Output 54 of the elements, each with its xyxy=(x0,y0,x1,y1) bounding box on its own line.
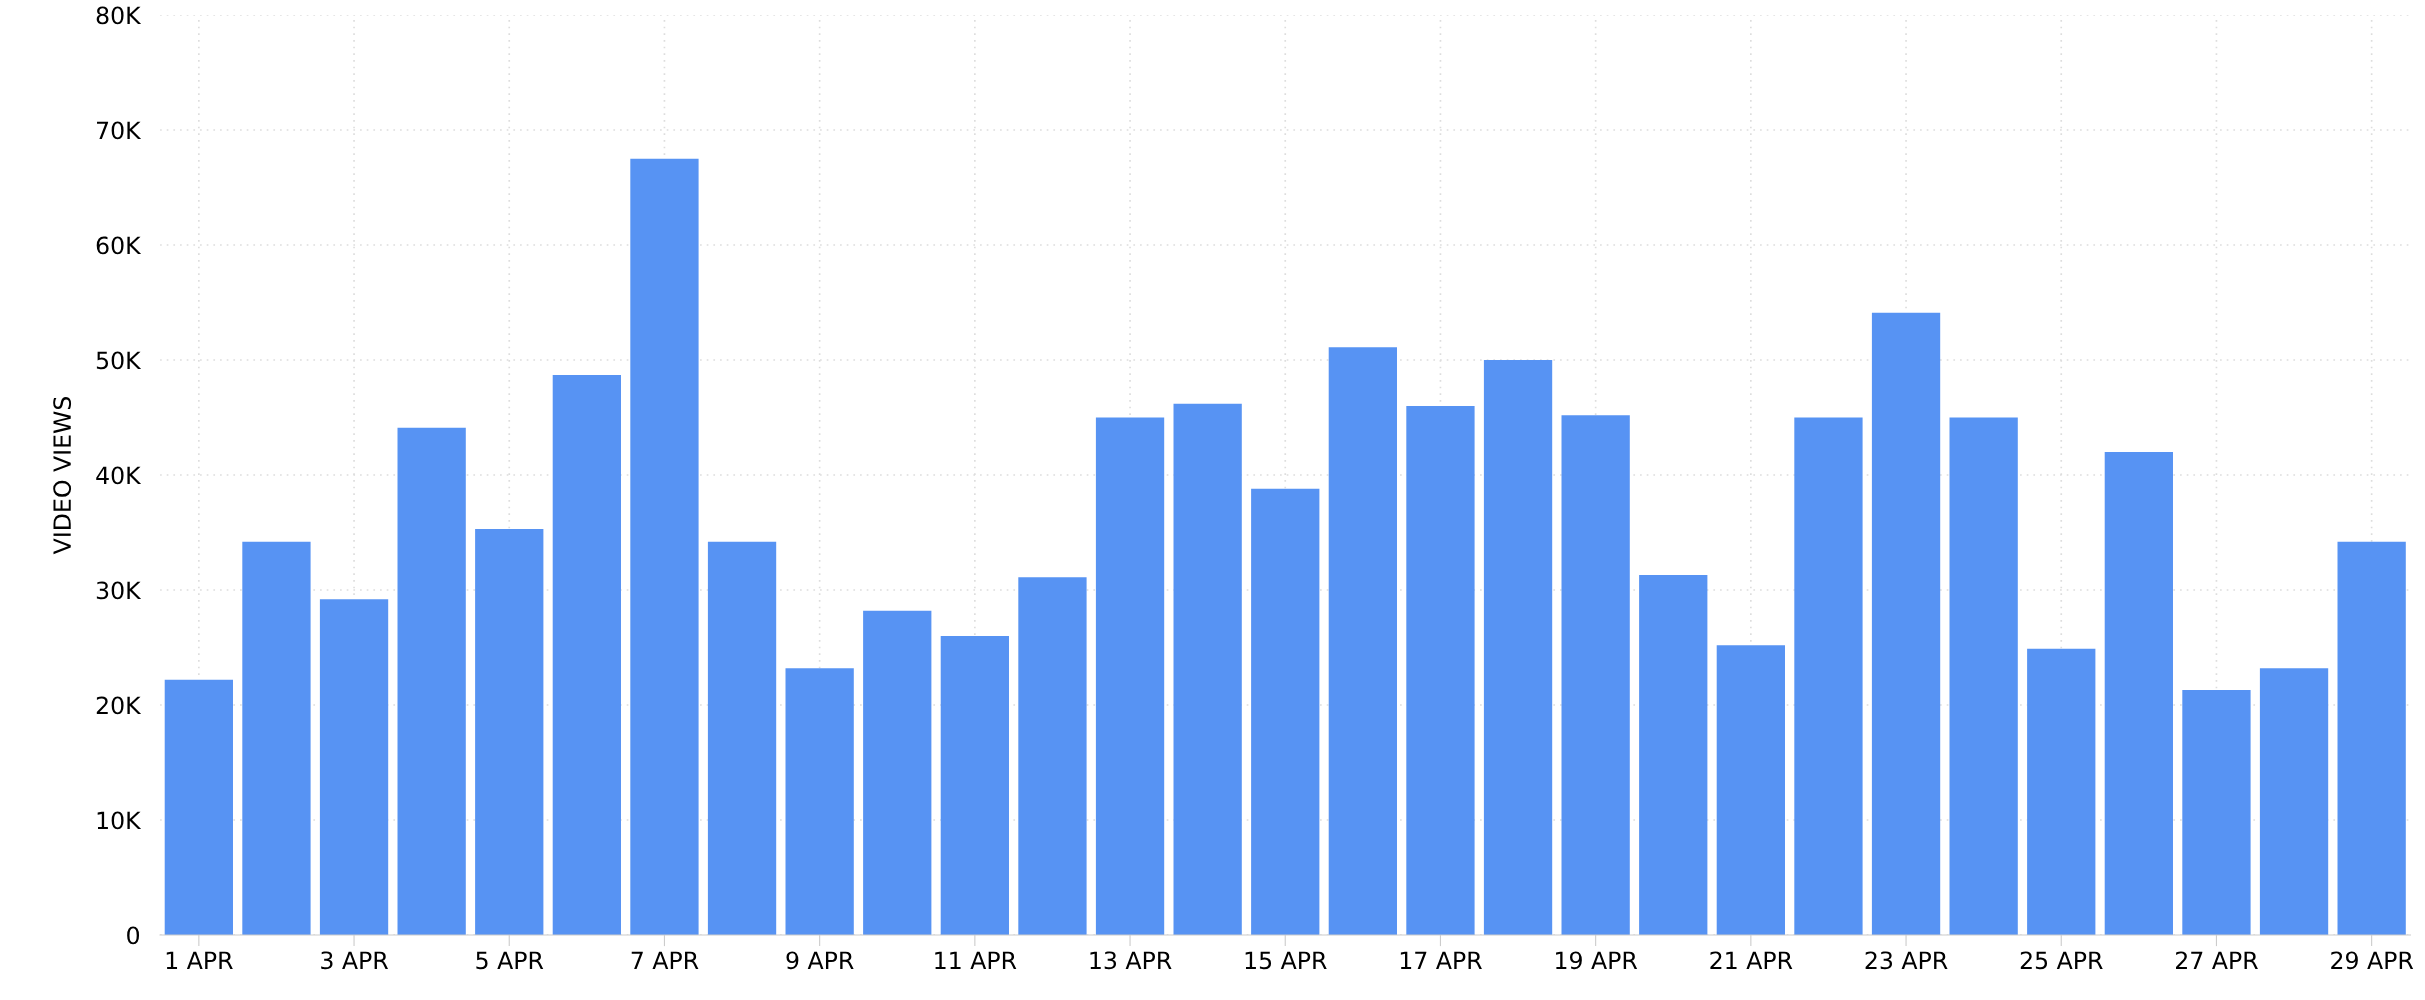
bar xyxy=(940,636,1009,935)
bar xyxy=(164,679,233,935)
x-tick-label: 21 APR xyxy=(1710,951,1793,969)
x-tick-label: 29 APR xyxy=(2331,951,2414,970)
bar xyxy=(1949,417,2018,935)
bar xyxy=(319,599,389,935)
bar xyxy=(2027,648,2096,935)
x-tick-label: 27 APR xyxy=(2176,951,2258,969)
y-tick-label: 50K xyxy=(96,351,142,370)
bar xyxy=(630,158,699,935)
bar xyxy=(1483,360,1553,935)
bar xyxy=(2259,668,2329,935)
bar xyxy=(552,374,621,935)
x-tick-label: 9 APR xyxy=(786,951,854,970)
bar xyxy=(1871,312,1941,935)
y-tick-label: 0 xyxy=(127,926,140,945)
bar xyxy=(1561,415,1630,935)
bar xyxy=(2182,690,2251,935)
y-tick-label: 20K xyxy=(96,696,142,715)
bar xyxy=(2104,452,2173,935)
bar xyxy=(1173,403,1242,935)
bar xyxy=(1328,347,1397,935)
y-tick-label: 10K xyxy=(97,811,142,830)
y-tick-label: 60K xyxy=(96,236,142,255)
x-tick-label: 13 APR xyxy=(1090,951,1172,970)
y-tick-label: 80K xyxy=(96,6,142,25)
x-tick-label: 15 APR xyxy=(1245,951,1327,970)
x-tick-label: 7 APR xyxy=(631,951,699,969)
x-tick-label: 5 APR xyxy=(476,951,544,970)
bar xyxy=(707,541,777,935)
bar xyxy=(863,610,932,935)
bar xyxy=(1794,417,1863,935)
bar xyxy=(1639,575,1708,935)
bar xyxy=(2337,541,2406,935)
y-tick-label: 40K xyxy=(96,466,142,485)
x-tick-label: 1 APR xyxy=(166,951,233,969)
x-tick-label: 25 APR xyxy=(2020,951,2103,970)
x-tick-label: 17 APR xyxy=(1400,951,1482,969)
bar xyxy=(1406,406,1475,935)
bar xyxy=(242,541,311,935)
y-tick-label: 30K xyxy=(96,581,142,600)
x-tick-label: 3 APR xyxy=(321,951,389,970)
bar xyxy=(785,668,854,935)
y-axis-title: VIDEO VIEWS xyxy=(53,396,72,555)
x-tick-label: 11 APR xyxy=(935,951,1017,969)
bar xyxy=(397,427,466,935)
bar xyxy=(1018,577,1087,935)
bar xyxy=(1095,417,1165,935)
y-tick-label: 70K xyxy=(97,121,142,140)
bar xyxy=(475,529,544,935)
bar xyxy=(1716,645,1785,935)
x-tick-label: 23 APR xyxy=(1865,951,1948,970)
bar xyxy=(1251,488,1320,935)
x-tick-label: 19 APR xyxy=(1556,951,1638,970)
